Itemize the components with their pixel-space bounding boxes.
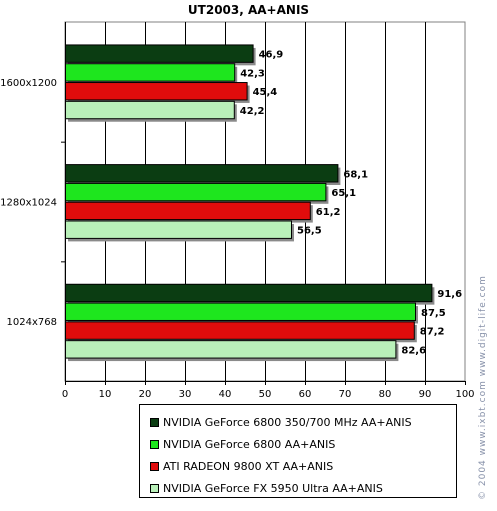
legend-swatch [150,439,159,449]
bar [65,283,433,303]
data-label: 82,6 [401,345,426,356]
data-label: 87,2 [420,327,445,338]
x-tick-label: 60 [299,389,312,400]
data-label: 46,9 [259,50,284,61]
legend-swatch [150,461,159,471]
x-tick-label: 20 [139,389,152,400]
x-tick-label: 10 [99,389,112,400]
bar [65,220,292,239]
legend-item: NVIDIA GeForce FX 5950 Ultra AA+ANIS [150,477,456,499]
data-label: 42,2 [240,106,265,117]
data-label: 42,3 [240,68,265,79]
x-tick-label: 0 [62,389,68,400]
x-tick-label: 100 [455,389,474,400]
bar [65,164,339,183]
legend-label: ATI RADEON 9800 XT AA+ANIS [163,459,334,473]
data-label: 87,5 [421,308,446,319]
bar [65,63,236,82]
x-tick-label: 70 [339,389,352,400]
watermark: © 2004 www.ixbt.com www.digit-life.com [478,275,488,500]
x-tick-label: 90 [419,389,432,400]
x-tick-label: 80 [379,389,392,400]
bar [65,321,415,340]
bar [65,201,311,221]
bar-chart: 0 10 20 30 40 50 60 70 80 90 100 1600x1200 1280x1024… [0,21,475,400]
bar [65,340,397,359]
category-label: 1024x768 [7,317,57,328]
data-label: 68,1 [343,169,368,180]
category-label: 1280x1024 [0,198,57,209]
legend-label: NVIDIA GeForce FX 5950 Ultra AA+ANIS [163,481,383,495]
x-tick-label: 30 [179,389,192,400]
legend-item: NVIDIA GeForce 6800 AA+ANIS [150,433,456,455]
data-label: 65,1 [331,188,356,199]
data-label: 45,4 [253,87,278,98]
data-label: 61,2 [316,207,341,218]
bar [65,44,254,63]
legend-swatch [150,483,159,493]
bar [65,100,235,120]
bar [65,182,327,202]
legend-item: NVIDIA GeForce 6800 350/700 MHz AA+ANIS [150,411,456,433]
data-label: 56,5 [297,226,322,237]
data-label: 91,6 [437,289,462,300]
legend: NVIDIA GeForce 6800 350/700 MHz AA+ANIS N… [139,404,457,498]
legend-label: NVIDIA GeForce 6800 350/700 MHz AA+ANIS [163,415,412,429]
legend-label: NVIDIA GeForce 6800 AA+ANIS [163,437,336,451]
bar [65,302,416,321]
bar [65,82,248,101]
legend-swatch [150,417,159,427]
category-label: 1600x1200 [0,78,57,89]
chart-title: UT2003, AA+ANIS [187,3,310,17]
x-tick-label: 40 [219,389,232,400]
legend-item: ATI RADEON 9800 XT AA+ANIS [150,455,456,477]
x-tick-label: 50 [259,389,272,400]
